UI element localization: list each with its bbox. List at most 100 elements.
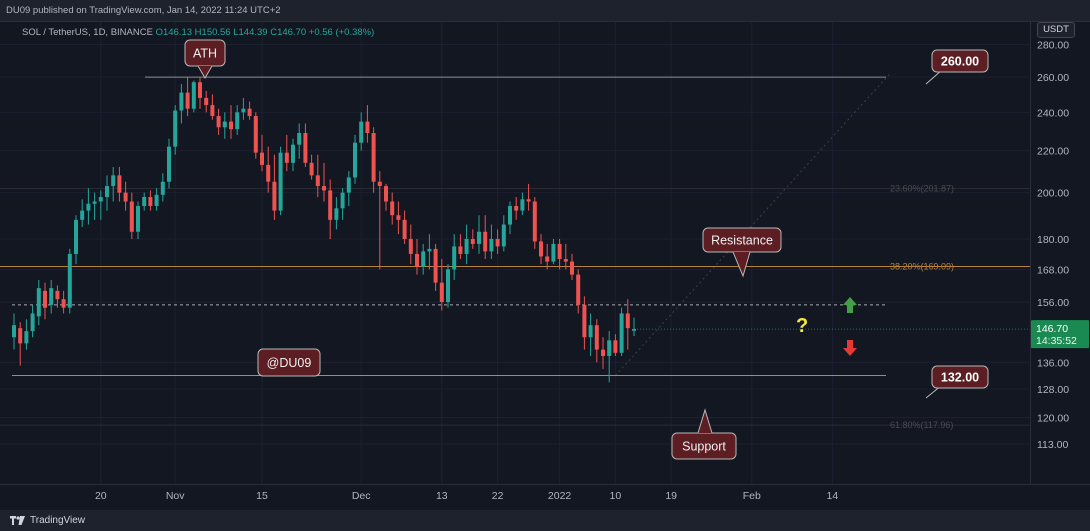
candle[interactable] bbox=[315, 154, 320, 198]
candle[interactable] bbox=[415, 239, 419, 275]
candle[interactable] bbox=[632, 317, 636, 337]
candle[interactable] bbox=[570, 253, 574, 280]
candle[interactable] bbox=[235, 105, 240, 135]
candle[interactable] bbox=[191, 80, 196, 113]
candle[interactable] bbox=[30, 304, 35, 338]
candle[interactable] bbox=[160, 173, 165, 202]
candle[interactable] bbox=[557, 239, 562, 270]
candle[interactable] bbox=[328, 179, 333, 240]
candle[interactable] bbox=[365, 105, 370, 143]
candle[interactable] bbox=[545, 243, 550, 270]
candle[interactable] bbox=[501, 215, 506, 252]
candle[interactable] bbox=[142, 192, 147, 211]
candle[interactable] bbox=[563, 243, 568, 270]
candle[interactable] bbox=[402, 210, 407, 244]
candle[interactable] bbox=[408, 224, 413, 265]
candle[interactable] bbox=[334, 197, 339, 230]
candle[interactable] bbox=[613, 334, 618, 356]
candle[interactable] bbox=[105, 175, 109, 211]
candle[interactable] bbox=[260, 134, 264, 172]
candle[interactable] bbox=[619, 307, 624, 356]
candle[interactable] bbox=[117, 166, 122, 202]
candle[interactable] bbox=[353, 134, 357, 184]
candle[interactable] bbox=[12, 313, 16, 350]
candle[interactable] bbox=[136, 201, 140, 240]
price-axis[interactable] bbox=[1030, 22, 1090, 484]
candle[interactable] bbox=[247, 101, 252, 120]
candle[interactable] bbox=[303, 123, 308, 167]
candle[interactable] bbox=[49, 279, 54, 314]
candle[interactable] bbox=[210, 94, 215, 120]
candle[interactable] bbox=[464, 224, 469, 265]
candle[interactable] bbox=[123, 181, 128, 211]
candle[interactable] bbox=[371, 127, 376, 193]
candle[interactable] bbox=[483, 215, 488, 260]
candle[interactable] bbox=[588, 313, 593, 356]
candle[interactable] bbox=[576, 269, 581, 314]
candle[interactable] bbox=[253, 112, 258, 159]
candle[interactable] bbox=[520, 192, 525, 216]
currency-button[interactable]: USDT bbox=[1037, 22, 1075, 38]
candle[interactable] bbox=[173, 105, 178, 155]
candle[interactable] bbox=[551, 239, 556, 265]
candle[interactable] bbox=[216, 108, 221, 135]
candle[interactable] bbox=[92, 192, 97, 220]
candle[interactable] bbox=[377, 171, 382, 270]
candle[interactable] bbox=[61, 290, 66, 314]
candle[interactable] bbox=[470, 229, 475, 249]
candle[interactable] bbox=[452, 234, 457, 280]
candle[interactable] bbox=[427, 234, 432, 270]
candle[interactable] bbox=[359, 112, 364, 151]
candle[interactable] bbox=[297, 123, 302, 159]
candle[interactable] bbox=[439, 259, 444, 311]
candle[interactable] bbox=[489, 224, 494, 260]
candle[interactable] bbox=[111, 166, 116, 202]
candle[interactable] bbox=[582, 296, 587, 350]
candle[interactable] bbox=[67, 248, 72, 314]
candle[interactable] bbox=[74, 215, 78, 265]
candle[interactable] bbox=[284, 134, 289, 172]
candle[interactable] bbox=[98, 190, 103, 220]
candle[interactable] bbox=[291, 138, 295, 172]
candle[interactable] bbox=[272, 154, 277, 220]
candle[interactable] bbox=[154, 188, 159, 211]
candle[interactable] bbox=[185, 77, 190, 117]
candle[interactable] bbox=[241, 97, 246, 120]
candle[interactable] bbox=[204, 90, 209, 113]
candle[interactable] bbox=[433, 243, 438, 291]
candle[interactable] bbox=[477, 215, 481, 254]
candle[interactable] bbox=[129, 192, 134, 240]
candle[interactable] bbox=[43, 282, 47, 320]
candle[interactable] bbox=[346, 171, 351, 207]
time-axis[interactable] bbox=[0, 484, 1090, 510]
candle[interactable] bbox=[80, 199, 85, 227]
candle[interactable] bbox=[390, 192, 395, 225]
candle[interactable] bbox=[266, 146, 271, 193]
candle[interactable] bbox=[229, 105, 233, 139]
candle[interactable] bbox=[508, 201, 512, 235]
candle[interactable] bbox=[607, 331, 612, 383]
candle[interactable] bbox=[458, 234, 463, 260]
candle[interactable] bbox=[396, 201, 401, 235]
candle[interactable] bbox=[514, 197, 519, 220]
candle[interactable] bbox=[322, 162, 326, 202]
candle[interactable] bbox=[446, 264, 450, 308]
candle[interactable] bbox=[601, 337, 605, 369]
candle[interactable] bbox=[222, 112, 227, 139]
candle[interactable] bbox=[309, 154, 314, 180]
candle[interactable] bbox=[340, 188, 345, 220]
candle[interactable] bbox=[539, 234, 543, 265]
candle[interactable] bbox=[532, 197, 537, 249]
candle[interactable] bbox=[86, 188, 91, 225]
chart-area[interactable] bbox=[0, 22, 1030, 484]
candle[interactable] bbox=[495, 229, 500, 254]
candle[interactable] bbox=[18, 322, 23, 366]
candle[interactable] bbox=[179, 83, 184, 124]
candle[interactable] bbox=[55, 285, 60, 308]
candle[interactable] bbox=[526, 183, 531, 211]
candle[interactable] bbox=[24, 319, 29, 350]
candle[interactable] bbox=[278, 146, 283, 216]
candle[interactable] bbox=[167, 138, 171, 189]
